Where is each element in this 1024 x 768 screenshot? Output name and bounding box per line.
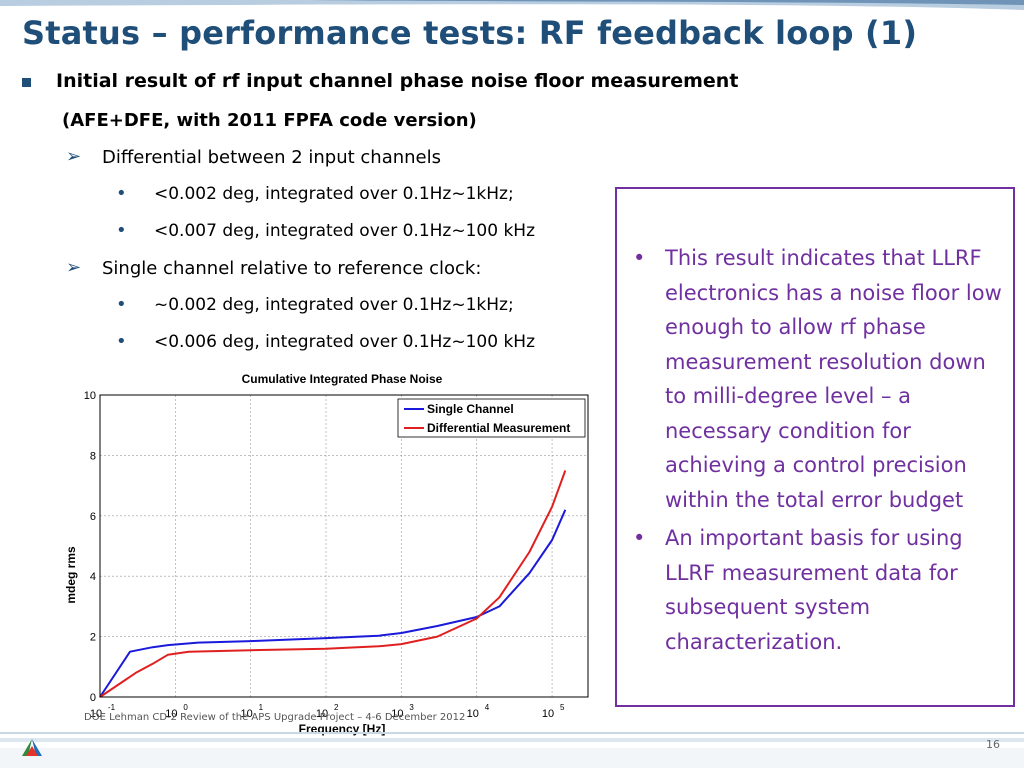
y-axis-label: mdeg rms	[64, 546, 78, 604]
x-tick-exponent: 0	[183, 703, 188, 712]
y-tick-label: 2	[90, 632, 96, 644]
y-tick-label: 4	[90, 571, 96, 583]
top-decoration	[0, 0, 1024, 10]
dot-bullet-icon: •	[116, 331, 127, 352]
phase-noise-chart: Cumulative Integrated Phase Noise mdeg r…	[58, 365, 598, 740]
x-tick-exponent: 4	[485, 703, 490, 712]
x-tick-exponent: 2	[334, 703, 339, 712]
page-title: Status – performance tests: RF feedback …	[22, 14, 918, 52]
callout-list: This result indicates that LLRF electron…	[627, 241, 1011, 663]
x-tick-label: 10	[316, 708, 328, 720]
x-tick-exponent: 1	[259, 703, 264, 712]
x-tick-exponent: 3	[409, 703, 414, 712]
logo-icon	[22, 739, 42, 756]
x-tick-label: 10	[467, 708, 479, 720]
page-number: 16	[986, 738, 1000, 751]
dot-bullet-icon: •	[116, 294, 127, 315]
list-item: <0.007 deg, integrated over 0.1Hz~100 kH…	[154, 221, 536, 241]
chart-title: Cumulative Integrated Phase Noise	[242, 372, 443, 386]
list-item: <0.002 deg, integrated over 0.1Hz~1kHz;	[154, 184, 514, 204]
main-heading: Initial result of rf input channel phase…	[56, 70, 739, 92]
y-tick-label: 6	[90, 511, 96, 523]
sub-heading: (AFE+DFE, with 2011 FPFA code version)	[62, 110, 477, 131]
series-line-differential	[99, 470, 567, 698]
callout-bullet: An important basis for using LLRF measur…	[627, 521, 1011, 659]
x-tick-label: 10	[542, 708, 554, 720]
conclusion-callout: This result indicates that LLRF electron…	[615, 187, 1015, 707]
section-label-single: Single channel relative to reference clo…	[102, 258, 482, 279]
list-item: <0.006 deg, integrated over 0.1Hz~100 kH…	[154, 332, 536, 352]
legend-label: Single Channel	[427, 402, 514, 416]
x-tick-exponent: -1	[108, 703, 116, 712]
dot-bullet-icon: •	[116, 183, 127, 204]
x-tick-exponent: 5	[560, 703, 565, 712]
plot-frame	[99, 394, 589, 698]
x-tick-label: 10	[90, 708, 102, 720]
legend-box	[397, 398, 586, 438]
x-ticks: 10 -1 10 0 10 1 10 2 10 3 10 4 10 5	[90, 703, 565, 720]
legend-label: Differential Measurement	[427, 421, 570, 435]
chart-grid	[99, 394, 588, 698]
series-line-single-channel	[99, 509, 567, 698]
y-ticks: 0 2 4 6 8 10	[84, 390, 96, 704]
list-item: ~0.002 deg, integrated over 0.1Hz~1kHz;	[154, 295, 514, 315]
x-tick-label: 10	[241, 708, 253, 720]
arrow-bullet-icon: ➢	[66, 257, 82, 278]
footer-decoration	[0, 732, 1024, 768]
arrow-bullet-icon: ➢	[66, 146, 82, 167]
y-tick-label: 8	[90, 450, 96, 462]
square-bullet-icon	[22, 78, 31, 87]
callout-bullet: This result indicates that LLRF electron…	[627, 241, 1011, 517]
x-tick-label: 10	[391, 708, 403, 720]
footer-text: DOE Lehman CD-2 Review of the APS Upgrad…	[84, 712, 466, 723]
y-tick-label: 10	[84, 390, 96, 402]
section-label-differential: Differential between 2 input channels	[102, 147, 441, 168]
series-lines	[99, 470, 567, 698]
chart-svg: Cumulative Integrated Phase Noise mdeg r…	[64, 372, 589, 736]
legend: Single Channel Differential Measurement	[397, 398, 586, 438]
dot-bullet-icon: •	[116, 220, 127, 241]
x-tick-label: 10	[165, 708, 177, 720]
y-tick-label: 0	[90, 692, 96, 704]
